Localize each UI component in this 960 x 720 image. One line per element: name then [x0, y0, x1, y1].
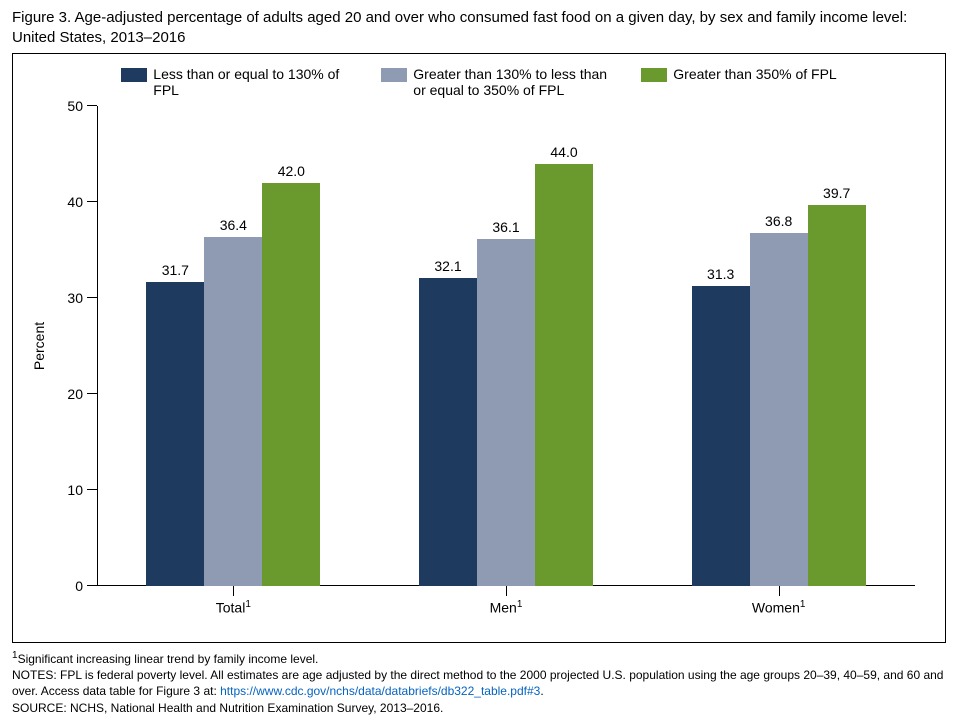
y-tick-label: 20: [53, 386, 83, 402]
footnote-notes: NOTES: FPL is federal poverty level. All…: [12, 667, 948, 699]
legend-label-2: Greater than 130% to less than or equal …: [413, 66, 611, 98]
y-tick: [87, 585, 97, 586]
legend-item-3: Greater than 350% of FPL: [641, 66, 836, 98]
footnote-1: 1Significant increasing linear trend by …: [12, 649, 948, 667]
bars: 32.136.144.0: [419, 164, 593, 586]
y-tick: [87, 297, 97, 298]
legend-item-1: Less than or equal to 130% of FPL: [121, 66, 351, 98]
y-tick-label: 10: [53, 482, 83, 498]
y-tick: [87, 201, 97, 202]
bar: 36.1: [477, 239, 535, 586]
bar-value-label: 36.4: [220, 217, 247, 233]
x-tick-label: Total1: [216, 599, 251, 616]
x-tick-label: Women1: [752, 599, 806, 616]
bar-group: 31.736.442.0Total1: [97, 106, 370, 586]
legend-item-2: Greater than 130% to less than or equal …: [381, 66, 611, 98]
legend-swatch-1: [121, 68, 147, 82]
legend-swatch-3: [641, 68, 667, 82]
y-tick: [87, 393, 97, 394]
bar-value-label: 36.8: [765, 213, 792, 229]
footnote-source: SOURCE: NCHS, National Health and Nutrit…: [12, 700, 948, 716]
bar-value-label: 32.1: [434, 258, 461, 274]
y-tick: [87, 105, 97, 106]
legend-label-1: Less than or equal to 130% of FPL: [153, 66, 351, 98]
bars: 31.736.442.0: [146, 183, 320, 586]
plot-area: Percent 31.736.442.0Total132.136.144.0Me…: [97, 106, 915, 586]
bar: 42.0: [262, 183, 320, 586]
bar: 31.7: [146, 282, 204, 586]
y-tick: [87, 489, 97, 490]
x-tick: [233, 586, 234, 596]
legend: Less than or equal to 130% of FPL Greate…: [33, 66, 925, 98]
bar-value-label: 39.7: [823, 185, 850, 201]
bar: 31.3: [692, 286, 750, 586]
y-tick-label: 40: [53, 194, 83, 210]
bar-group: 31.336.839.7Women1: [642, 106, 915, 586]
x-tick: [779, 586, 780, 596]
footnotes: 1Significant increasing linear trend by …: [12, 649, 948, 716]
notes-post: .: [540, 684, 543, 698]
footnote-1-text: Significant increasing linear trend by f…: [18, 652, 319, 666]
bar-group: 32.136.144.0Men1: [370, 106, 643, 586]
data-table-link[interactable]: https://www.cdc.gov/nchs/data/databriefs…: [220, 684, 540, 698]
y-tick-label: 30: [53, 290, 83, 306]
bar: 39.7: [808, 205, 866, 586]
legend-swatch-2: [381, 68, 407, 82]
bar: 36.4: [204, 237, 262, 586]
bar: 36.8: [750, 233, 808, 586]
bar-value-label: 44.0: [550, 144, 577, 160]
bar: 44.0: [535, 164, 593, 586]
bar-value-label: 31.7: [162, 262, 189, 278]
x-tick: [506, 586, 507, 596]
y-tick-label: 50: [53, 98, 83, 114]
y-axis-label: Percent: [31, 322, 47, 370]
chart-container: Less than or equal to 130% of FPL Greate…: [12, 53, 946, 643]
bar-value-label: 36.1: [492, 219, 519, 235]
bar-groups: 31.736.442.0Total132.136.144.0Men131.336…: [97, 106, 915, 586]
y-tick-label: 0: [53, 578, 83, 594]
bars: 31.336.839.7: [692, 205, 866, 586]
x-tick-label: Men1: [490, 599, 523, 616]
bar-value-label: 42.0: [278, 163, 305, 179]
bar-value-label: 31.3: [707, 266, 734, 282]
figure-title: Figure 3. Age-adjusted percentage of adu…: [12, 8, 948, 47]
legend-label-3: Greater than 350% of FPL: [673, 66, 836, 82]
bar: 32.1: [419, 278, 477, 586]
